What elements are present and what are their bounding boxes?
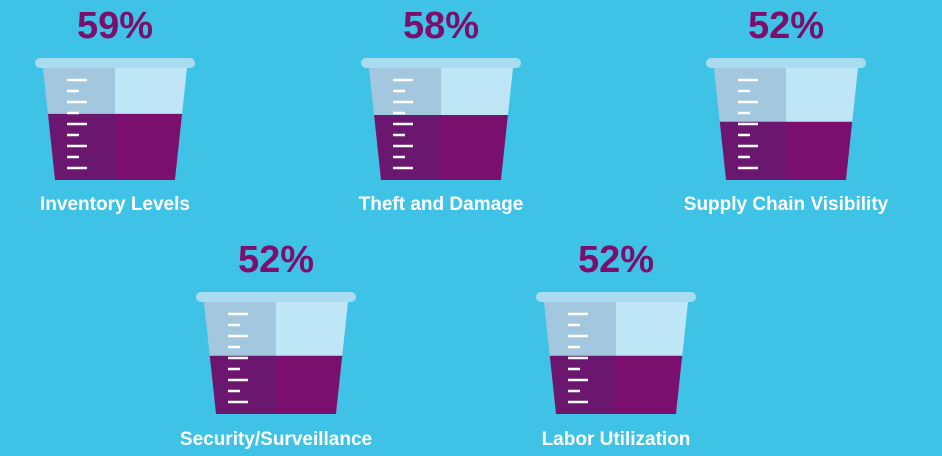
value-label: 52%: [748, 5, 824, 47]
chart: 59% Inventory Levels 58% Theft and Damage 52…: [0, 0, 942, 456]
value-label: 52%: [578, 239, 654, 281]
cup-rim: [361, 58, 521, 68]
value-label: 59%: [77, 5, 153, 47]
cup-rim: [536, 292, 696, 302]
category-label: Security/Surveillance: [180, 429, 372, 450]
cup-rim: [706, 58, 866, 68]
value-label: 58%: [403, 5, 479, 47]
category-label: Labor Utilization: [542, 429, 691, 450]
value-label: 52%: [238, 239, 314, 281]
category-label: Supply Chain Visibility: [684, 194, 889, 215]
category-label: Inventory Levels: [40, 194, 190, 215]
cup-rim: [35, 58, 195, 68]
cup-rim: [196, 292, 356, 302]
category-label: Theft and Damage: [359, 194, 524, 215]
